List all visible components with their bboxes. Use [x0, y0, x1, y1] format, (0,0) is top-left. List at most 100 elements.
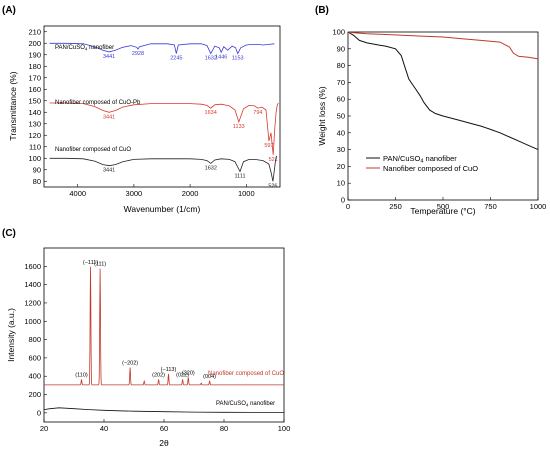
panel-a-xlabel: Wavenumber (1/cm) — [124, 204, 201, 214]
c-ytick-label: 1200 — [24, 298, 41, 307]
a-ytick-label: 120 — [28, 131, 41, 140]
panel-c-peak-label: (004) — [203, 374, 216, 380]
b-ytick-label: 60 — [337, 95, 345, 104]
panel-a-series-line-3 — [49, 155, 277, 182]
panel-a-ylabel: Transmittance (%) — [8, 71, 18, 140]
panel-a-peak-label: 1111 — [235, 173, 246, 179]
panel-a-frame — [43, 25, 281, 188]
panel-a-ftir: (A) 80 90 100 110 120 130 140 150 160 170 180 190 20… — [2, 5, 281, 214]
panel-a-series3-name: Nanofiber composed of CuO — [55, 147, 131, 153]
b-ytick-label: 100 — [332, 28, 345, 37]
b-xtick-label: 500 — [437, 202, 450, 211]
a-xtick-label: 2000 — [182, 189, 199, 198]
c-xtick-label: 20 — [40, 424, 48, 433]
panel-c-ylabel: Intensity (a.u.) — [6, 308, 16, 362]
b-xtick-label: 750 — [484, 202, 497, 211]
b-ytick-label: 50 — [337, 112, 345, 121]
c-xtick-label: 40 — [100, 424, 108, 433]
b-ytick-label: 10 — [337, 179, 345, 188]
panel-a-peak-label: 2928 — [132, 51, 144, 57]
c-ytick-label: 800 — [28, 335, 41, 344]
panel-a-peak-label: 526 — [268, 183, 277, 189]
panel-b-xlabel: Temperature (°C) — [410, 206, 475, 216]
a-ytick-label: 80 — [33, 177, 41, 186]
a-ytick-label: 140 — [28, 108, 41, 117]
panel-c-peak-label: (202) — [152, 372, 165, 378]
panel-c-peak-label: (−113) — [161, 367, 177, 373]
panel-c-series1-name: Nanofiber composed of CuO — [208, 371, 284, 377]
c-xtick-label: 100 — [278, 424, 291, 433]
a-ytick-label: 210 — [28, 27, 41, 36]
panel-b-legend-item-1: PAN/CuSO4 nanofiber — [383, 154, 457, 165]
a-ytick-label: 190 — [28, 50, 41, 59]
c-ytick-label: 1400 — [24, 280, 41, 289]
panel-b-label: (B) — [315, 5, 329, 16]
panel-c-series-line-2 — [43, 407, 284, 413]
panel-a-peak-label: 1153 — [232, 56, 244, 62]
panel-b-legend-item-2: Nanofiber composed of CuO — [383, 164, 478, 173]
panel-c-peak-label: (111) — [94, 262, 106, 268]
panel-a-peak-label: 1133 — [233, 124, 245, 130]
panel-a-series-line-2 — [49, 102, 279, 155]
a-ytick-label: 160 — [28, 85, 41, 94]
panel-a-peak-label: 3441 — [103, 114, 115, 120]
panel-a-peak-label: 597 — [264, 143, 273, 149]
panel-c-xlabel: 2θ — [159, 438, 169, 448]
a-xtick-label: 4000 — [69, 189, 86, 198]
a-ytick-label: 100 — [28, 154, 41, 163]
b-ytick-label: 80 — [337, 61, 345, 70]
panel-a-peak-label: 3441 — [103, 54, 115, 60]
b-xtick-label: 0 — [346, 202, 350, 211]
panel-c-peak-label: (−202) — [122, 361, 138, 367]
panel-b-ylabel: Weight loss (%) — [317, 86, 327, 146]
b-ytick-label: 0 — [341, 196, 345, 205]
c-ytick-label: 200 — [28, 390, 41, 399]
c-ytick-label: 1600 — [24, 262, 41, 271]
a-ytick-label: 90 — [33, 165, 41, 174]
c-ytick-label: 400 — [28, 372, 41, 381]
panel-c-peak-label: (110) — [75, 372, 88, 378]
panel-b-series-line-2 — [347, 31, 539, 60]
panel-a-peak-label: 2245 — [170, 56, 182, 62]
panel-a-series2-name: Nanofiber composed of CuO-Pb — [55, 100, 141, 106]
panel-c-series-line-1 — [44, 266, 284, 386]
a-ytick-label: 130 — [28, 119, 41, 128]
panel-b-legend: PAN/CuSO4 nanofiber Nanofiber composed o… — [366, 154, 478, 173]
b-ytick-label: 70 — [337, 78, 345, 87]
a-xtick-label: 1000 — [238, 189, 255, 198]
c-ytick-label: 600 — [28, 353, 41, 362]
a-xtick-label: 3000 — [126, 189, 143, 198]
b-ytick-label: 20 — [337, 162, 345, 171]
a-ytick-label: 170 — [28, 73, 41, 82]
panel-a-peak-label: 794 — [253, 110, 262, 116]
panel-a-series-line-1 — [49, 42, 275, 55]
c-ytick-label: 1000 — [24, 317, 41, 326]
panel-b-tga: (B) 0 10 20 30 40 50 60 70 80 90 100 0 250 500 750 100… — [315, 5, 546, 216]
panel-c-frame — [43, 247, 285, 423]
panel-c-label: (C) — [2, 228, 16, 239]
b-ytick-label: 90 — [337, 44, 345, 53]
a-ytick-label: 180 — [28, 62, 41, 71]
a-ytick-label: 200 — [28, 39, 41, 48]
b-ytick-label: 30 — [337, 145, 345, 154]
panel-b-series-line-1 — [347, 31, 539, 151]
c-xtick-label: 80 — [220, 424, 228, 433]
panel-c-series2-name: PAN/CuSO4 nanofiber — [216, 401, 275, 408]
panel-c-peak-label: (022) — [176, 372, 189, 378]
panel-c-peak-label: (220) — [182, 371, 195, 377]
b-ytick-label: 40 — [337, 128, 345, 137]
panel-a-peak-label: 1632 — [205, 165, 217, 171]
panel-a-series1-name: PAN/CuSO4 nanofiber — [55, 45, 114, 52]
c-ytick-label: 0 — [37, 408, 41, 417]
panel-c-xrd: (C) 0 200 400 600 800 1000 1200 1400 1600 20 40 60… — [2, 228, 290, 448]
b-xtick-label: 1000 — [530, 202, 547, 211]
c-xtick-label: 60 — [160, 424, 168, 433]
panel-a-label: (A) — [2, 5, 16, 16]
panel-a-peak-label: 1632 — [205, 56, 217, 62]
panel-c-peak-label: (−111) — [83, 260, 98, 266]
panel-a-peak-label: 1446 — [215, 54, 227, 60]
panel-a-peak-label: 3441 — [103, 168, 115, 174]
a-ytick-label: 150 — [28, 96, 41, 105]
panel-a-peak-label: 1634 — [205, 110, 217, 116]
